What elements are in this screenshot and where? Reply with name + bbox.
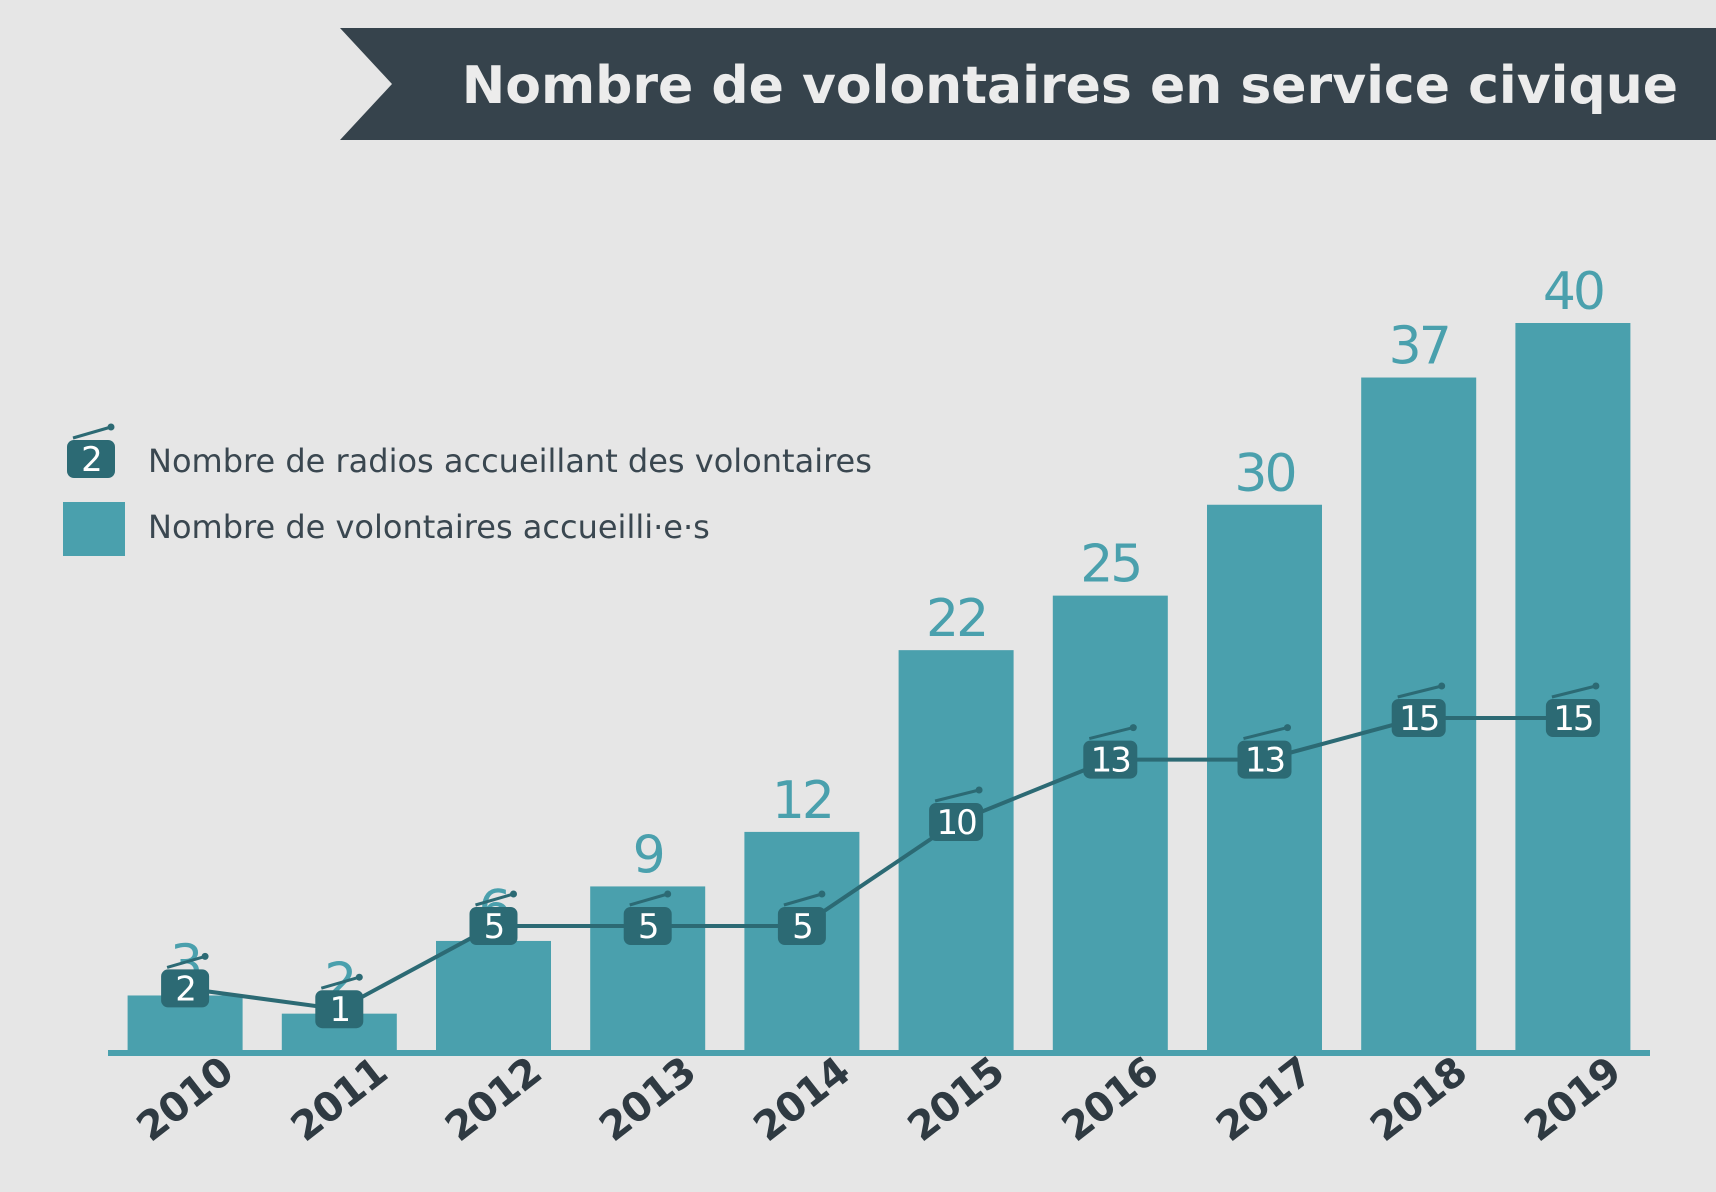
x-tick-label-2012: 2012 (437, 1049, 550, 1151)
radio-marker-2019-value: 15 (1553, 699, 1592, 739)
x-axis-tick-labels: 2010 2011 2012 2013 2014 2015 2016 2017 2018 2019 (129, 1049, 1630, 1151)
x-tick-label-2018: 2018 (1362, 1049, 1475, 1151)
radio-marker-2017-antenna (1243, 726, 1288, 741)
legend-swatch-volunteers (63, 502, 125, 556)
x-tick-label-2013: 2013 (591, 1049, 704, 1151)
radio-marker-2015-antenna-tip (975, 786, 983, 794)
x-axis-baseline-bar (108, 1050, 1650, 1056)
radio-marker-2013: 5 (623, 890, 672, 947)
bar-2017 (1207, 504, 1322, 1056)
radio-marker-2011-antenna (320, 975, 360, 990)
radio-marker-2011-body (315, 990, 364, 1029)
radio-marker-2016-body (1083, 740, 1138, 779)
radio-marker-2019-antenna-tip (1592, 682, 1600, 690)
radio-marker-2013-antenna (629, 892, 669, 907)
legend-radio-icon: 2 (67, 423, 115, 480)
legend-radio-body (67, 440, 115, 478)
title-banner: Nombre de volontaires en service civique (340, 28, 1716, 140)
radio-marker-2012-body (469, 907, 518, 945)
radio-marker-2017-body (1237, 740, 1292, 779)
radio-marker-2014-antenna-tip (818, 890, 826, 898)
radio-marker-2012-antenna-tip (510, 890, 517, 898)
radio-marker-2017-value: 13 (1245, 741, 1284, 781)
x-tick-label-2019: 2019 (1516, 1049, 1629, 1151)
radio-marker-2019-body (1545, 699, 1600, 737)
radio-marker-2018-value: 15 (1399, 699, 1438, 739)
radio-marker-2018-body (1391, 699, 1446, 737)
x-tick-label-2010: 2010 (129, 1049, 242, 1151)
radio-marker-2019-antenna (1551, 684, 1597, 699)
bar-2019 (1515, 323, 1631, 1056)
bar-value-label-2019: 40 (1543, 262, 1603, 322)
x-tick-label-2016: 2016 (1054, 1049, 1167, 1151)
radio-marker-2013-antenna-tip (664, 890, 672, 898)
radio-marker-2012: 5 (469, 890, 518, 947)
radio-marker-2012-value: 5 (484, 907, 504, 947)
bar-value-label-2015: 22 (926, 589, 986, 649)
title-banner-shape (340, 28, 1716, 140)
legend-radio: 2 (67, 423, 115, 480)
x-axis-baseline (108, 1050, 1650, 1056)
legend-radio-antenna-tip (107, 423, 115, 431)
x-tick-label-2015: 2015 (900, 1049, 1013, 1151)
x-tick-label-2014: 2014 (745, 1049, 858, 1151)
radio-marker-2018-antenna (1397, 684, 1443, 699)
chart-title: Nombre de volontaires en service civique (462, 56, 1678, 116)
legend: 2 Nombre de radios accueillant des volon… (63, 423, 872, 556)
bar-2016 (1052, 595, 1168, 1056)
line-series (184, 716, 1573, 1012)
radio-marker-2018-antenna-tip (1438, 682, 1446, 690)
radio-marker-2018: 15 (1391, 682, 1446, 739)
bar-series (127, 323, 1631, 1056)
bar-value-label-2013: 9 (633, 825, 663, 885)
radio-marker-2011-value: 1 (329, 990, 349, 1030)
radio-marker-2014: 5 (777, 890, 826, 947)
radio-marker-2010-antenna (166, 954, 206, 969)
legend-radio-antenna (72, 425, 112, 440)
bar-2015 (898, 650, 1014, 1056)
bar-value-label-2016: 25 (1080, 535, 1140, 595)
radio-marker-2012-antenna (475, 892, 514, 907)
bar-value-label-2018: 37 (1389, 317, 1449, 377)
radio-marker-2017: 13 (1237, 724, 1292, 781)
radio-marker-2015: 10 (929, 786, 984, 843)
radio-marker-2015-value: 10 (936, 803, 976, 843)
radio-marker-2016-antenna-tip (1129, 724, 1137, 732)
radio-marker-2015-body (929, 803, 984, 841)
radio-marker-2010-antenna-tip (201, 952, 209, 960)
radios-line (184, 716, 1573, 1012)
radio-marker-2016: 13 (1083, 724, 1138, 781)
legend-label-volunteers: Nombre de volontaires accueilli·e·s (148, 508, 710, 546)
x-tick-label-2011: 2011 (283, 1049, 396, 1151)
bar-value-label-2014: 12 (772, 771, 832, 831)
radio-marker-2013-value: 5 (638, 907, 658, 947)
legend-radio-value: 2 (81, 440, 101, 480)
bar-value-label-2017: 30 (1234, 444, 1294, 504)
x-tick-label-2017: 2017 (1208, 1049, 1321, 1151)
legend-label-radios: Nombre de radios accueillant des volonta… (148, 442, 872, 480)
radio-marker-2014-antenna (783, 892, 823, 907)
radio-marker-2019: 15 (1545, 682, 1600, 739)
radio-marker-2010-value: 2 (175, 969, 195, 1009)
radio-marker-2016-antenna (1088, 726, 1134, 741)
radio-marker-2010: 2 (161, 952, 210, 1009)
radio-marker-2011-antenna-tip (355, 973, 363, 981)
bar-2012 (436, 940, 551, 1056)
radio-marker-2011: 1 (315, 973, 364, 1030)
radio-marker-2015-antenna (934, 788, 980, 803)
radio-marker-2014-value: 5 (792, 907, 812, 947)
radio-marker-2014-body (777, 907, 826, 945)
radio-marker-2017-antenna-tip (1284, 724, 1291, 732)
radio-marker-2010-body (161, 969, 210, 1008)
radio-marker-2013-body (623, 907, 672, 945)
radio-marker-2016-value: 13 (1091, 741, 1130, 781)
